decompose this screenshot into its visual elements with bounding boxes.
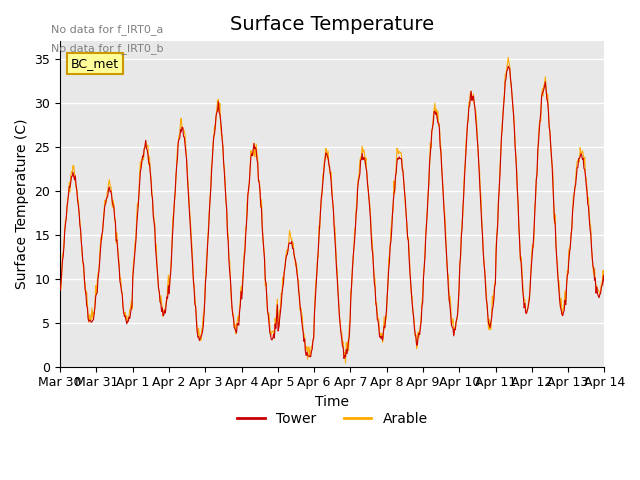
Text: BC_met: BC_met [71,57,119,70]
X-axis label: Time: Time [316,395,349,409]
Y-axis label: Surface Temperature (C): Surface Temperature (C) [15,119,29,289]
Title: Surface Temperature: Surface Temperature [230,15,435,34]
Text: No data for f_IRT0_a: No data for f_IRT0_a [51,24,164,35]
Text: No data for f_IRT0_b: No data for f_IRT0_b [51,43,164,54]
Legend: Tower, Arable: Tower, Arable [231,406,433,432]
